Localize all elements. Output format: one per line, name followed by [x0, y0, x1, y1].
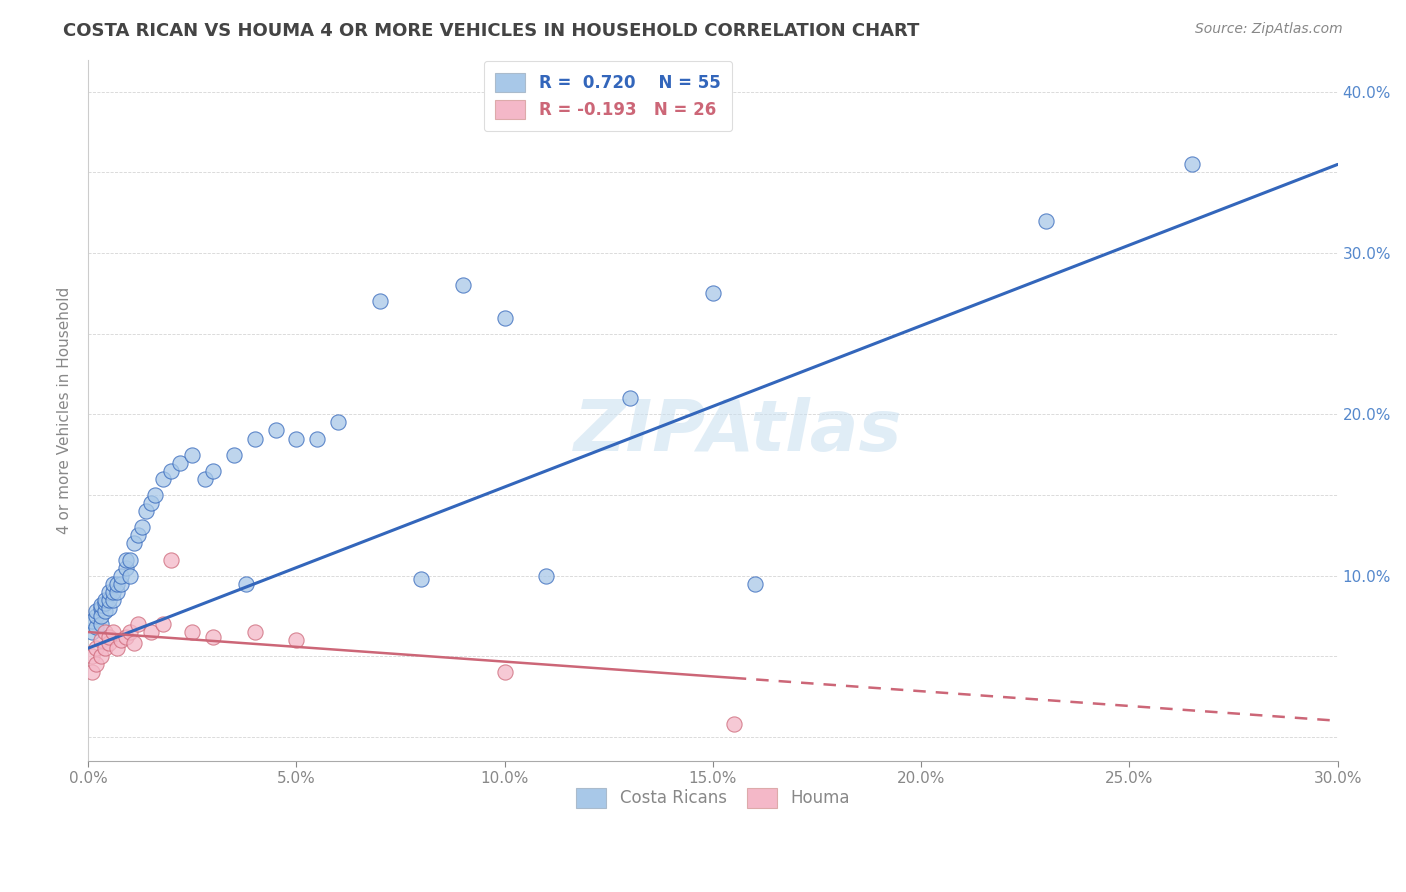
Point: [222, 448, 245, 462]
Point: [169, 456, 191, 470]
Point: [105, 641, 128, 656]
Point: [285, 432, 308, 446]
Point: [98, 636, 121, 650]
Point: [139, 625, 162, 640]
Point: [94, 592, 117, 607]
Point: [86, 604, 108, 618]
Point: [82, 625, 104, 640]
Point: [202, 464, 225, 478]
Point: [326, 416, 349, 430]
Point: [131, 520, 153, 534]
Point: [118, 568, 141, 582]
Legend: Costa Ricans, Houma: Costa Ricans, Houma: [568, 780, 858, 816]
Point: [98, 630, 121, 644]
Point: [143, 488, 166, 502]
Point: [110, 576, 132, 591]
Point: [105, 584, 128, 599]
Point: [127, 528, 149, 542]
Point: [494, 665, 516, 680]
Point: [110, 633, 132, 648]
Point: [181, 448, 204, 462]
Point: [98, 584, 121, 599]
Point: [110, 568, 132, 582]
Point: [86, 620, 108, 634]
Text: COSTA RICAN VS HOUMA 4 OR MORE VEHICLES IN HOUSEHOLD CORRELATION CHART: COSTA RICAN VS HOUMA 4 OR MORE VEHICLES …: [63, 22, 920, 40]
Point: [135, 504, 157, 518]
Point: [90, 633, 112, 648]
Point: [243, 625, 266, 640]
Point: [101, 592, 124, 607]
Point: [94, 641, 117, 656]
Point: [94, 596, 117, 610]
Point: [202, 630, 225, 644]
Point: [114, 552, 136, 566]
Point: [86, 641, 108, 656]
Point: [1181, 157, 1204, 171]
Point: [285, 633, 308, 648]
Point: [98, 592, 121, 607]
Point: [152, 617, 174, 632]
Point: [411, 572, 433, 586]
Point: [98, 600, 121, 615]
Point: [90, 649, 112, 664]
Point: [101, 584, 124, 599]
Point: [94, 604, 117, 618]
Point: [114, 630, 136, 644]
Point: [82, 665, 104, 680]
Point: [264, 424, 287, 438]
Point: [90, 617, 112, 632]
Text: ZIPAtlas: ZIPAtlas: [574, 397, 903, 466]
Point: [181, 625, 204, 640]
Point: [235, 576, 257, 591]
Point: [536, 568, 558, 582]
Point: [90, 598, 112, 612]
Point: [101, 625, 124, 640]
Point: [82, 614, 104, 628]
Point: [160, 552, 183, 566]
Point: [90, 600, 112, 615]
Point: [127, 617, 149, 632]
Point: [702, 286, 724, 301]
Point: [122, 636, 145, 650]
Point: [619, 391, 641, 405]
Point: [307, 432, 329, 446]
Point: [368, 294, 391, 309]
Point: [723, 717, 745, 731]
Point: [744, 576, 766, 591]
Point: [139, 496, 162, 510]
Point: [243, 432, 266, 446]
Point: [118, 552, 141, 566]
Point: [94, 625, 117, 640]
Point: [194, 472, 217, 486]
Point: [122, 536, 145, 550]
Point: [101, 576, 124, 591]
Point: [90, 609, 112, 624]
Point: [451, 278, 474, 293]
Point: [105, 576, 128, 591]
Point: [114, 560, 136, 574]
Point: [86, 657, 108, 672]
Point: [86, 609, 108, 624]
Point: [82, 649, 104, 664]
Text: Source: ZipAtlas.com: Source: ZipAtlas.com: [1195, 22, 1343, 37]
Point: [494, 310, 516, 325]
Point: [118, 625, 141, 640]
Point: [1035, 214, 1057, 228]
Point: [152, 472, 174, 486]
Y-axis label: 4 or more Vehicles in Household: 4 or more Vehicles in Household: [58, 286, 72, 534]
Point: [160, 464, 183, 478]
